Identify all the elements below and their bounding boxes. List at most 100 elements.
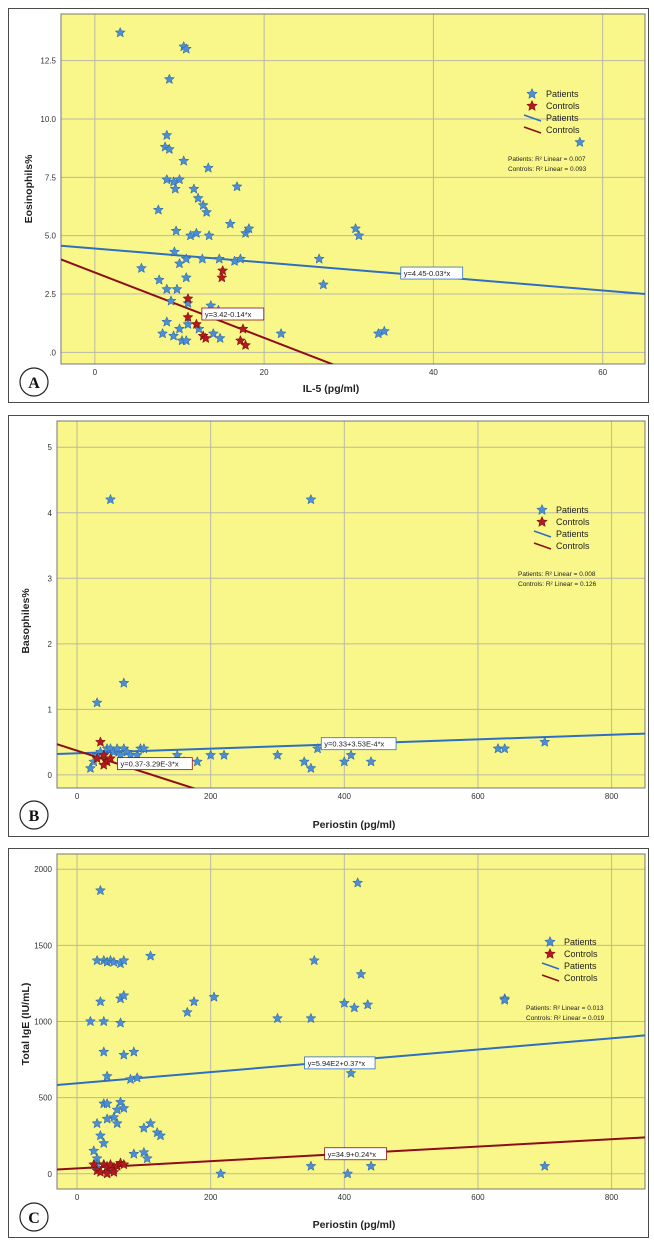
patient-point [349, 222, 362, 234]
x-tick-label: 200 [204, 1193, 218, 1202]
patient-point [239, 227, 252, 239]
y-tick-label: 2.5 [45, 290, 57, 299]
patient-point [224, 218, 236, 229]
patient-point [182, 297, 194, 309]
patient-point [98, 1137, 110, 1149]
control-point [200, 332, 212, 344]
plot-background [61, 14, 645, 364]
patient-point [114, 1096, 127, 1107]
patient-point [156, 327, 169, 339]
y-tick-label: 5.0 [45, 232, 57, 241]
equation-label: y=5.94E2+0.37*x [308, 1059, 366, 1068]
patient-point [163, 143, 175, 155]
patient-point [118, 1102, 130, 1114]
control-point [216, 271, 228, 283]
patient-point [138, 742, 150, 754]
patient-point [313, 253, 325, 264]
patient-point [118, 677, 130, 688]
patients-fit-line [61, 244, 645, 295]
patient-point [355, 968, 367, 980]
legend-controls-marker [526, 99, 538, 111]
equation-box [201, 307, 265, 321]
y-tick-label: 0 [48, 771, 53, 780]
patient-point [197, 199, 209, 211]
patient-point [114, 1017, 127, 1028]
plot-background [57, 421, 645, 788]
equation-box [117, 757, 193, 771]
r2-label: Controls: R² Linear = 0.019 [526, 1015, 605, 1022]
patient-point [180, 43, 192, 54]
legend-patients-marker [526, 87, 538, 99]
x-tick-label: 60 [598, 368, 607, 377]
patient-point [94, 995, 107, 1007]
patient-point [234, 253, 247, 264]
patient-point [499, 994, 511, 1005]
patient-point [180, 271, 192, 283]
patient-point [352, 877, 364, 888]
y-tick-label: 4 [48, 509, 53, 518]
patient-point [94, 1129, 107, 1141]
x-tick-label: 800 [605, 792, 619, 801]
chart-c-svg: 0 200 400 600 800 0 500 1000 1500 2000 y=5.94E2+0.… [19, 853, 646, 1232]
patient-point [165, 295, 177, 306]
panel-letter-badge [19, 1202, 49, 1232]
patient-point [190, 227, 203, 239]
y-axis-label: Eosinophils% [23, 154, 35, 224]
patient-point [539, 736, 551, 747]
control-point [234, 334, 247, 346]
patient-point [305, 1012, 317, 1024]
legend-label: Patients [564, 961, 597, 971]
x-axis-label: IL-5 (pg/ml) [303, 383, 360, 395]
legend-label: Controls [564, 949, 598, 959]
x-tick-label: 600 [471, 1193, 485, 1202]
r2-label: Patients: R² Linear = 0.008 [518, 571, 596, 578]
r2-label: Controls: R² Linear = 0.126 [518, 581, 597, 588]
patient-point [200, 206, 213, 218]
patient-point [144, 1117, 157, 1129]
plot-area: 0 200 400 600 800 0 1 2 3 4 5 y=0.33+3.53E-4*x y=0.3… [48, 420, 646, 801]
x-tick-label: 0 [75, 1193, 80, 1202]
patient-point [141, 1152, 153, 1164]
x-axis-label: Periostin (pg/ml) [313, 1219, 396, 1231]
patient-point [161, 173, 173, 185]
y-tick-label: 1000 [34, 1018, 52, 1027]
patient-point [108, 956, 120, 967]
patient-point [171, 283, 183, 295]
patient-point [144, 950, 157, 961]
patient-point [173, 173, 186, 185]
patient-point [173, 323, 186, 334]
y-tick-label: 0 [48, 1170, 53, 1179]
patient-point [275, 327, 287, 339]
control-point [182, 292, 194, 304]
patient-point [181, 1006, 193, 1018]
equation-label: y=34.9+0.24*x [328, 1150, 377, 1159]
patient-point [161, 129, 173, 141]
x-tick-label: 400 [338, 792, 352, 801]
control-point [108, 1166, 120, 1178]
patient-point [153, 274, 165, 285]
plot-area: 0 20 40 60 .0 2.5 5.0 7.5 10.0 12.5 y=4.45-0.03*x y… [40, 13, 646, 377]
patient-point [231, 180, 243, 192]
patient-point [214, 332, 226, 344]
patient-point [353, 229, 365, 241]
controls-fit-line [61, 258, 335, 364]
patient-point [118, 954, 130, 966]
patient-point [205, 749, 217, 760]
patient-point [342, 1167, 354, 1179]
legend-label: Patients [556, 505, 589, 515]
y-tick-label: 1 [48, 705, 53, 714]
r2-label: Patients: R² Linear = 0.007 [508, 156, 586, 163]
x-tick-label: 200 [204, 792, 218, 801]
legend-controls-marker [536, 515, 548, 527]
patient-point [215, 1167, 227, 1179]
legend-label: Patients [546, 113, 579, 123]
patient-point [84, 762, 97, 774]
patient-point [348, 1001, 360, 1013]
x-tick-label: 40 [429, 368, 438, 377]
panel-b: 0 200 400 600 800 0 1 2 3 4 5 y=0.33+3.53E-4*x y=0.3… [8, 415, 649, 837]
patient-point [180, 253, 192, 264]
control-point [182, 311, 194, 323]
panel-letter: C [28, 1210, 40, 1227]
patient-point [378, 325, 390, 337]
patient-point [243, 222, 255, 234]
